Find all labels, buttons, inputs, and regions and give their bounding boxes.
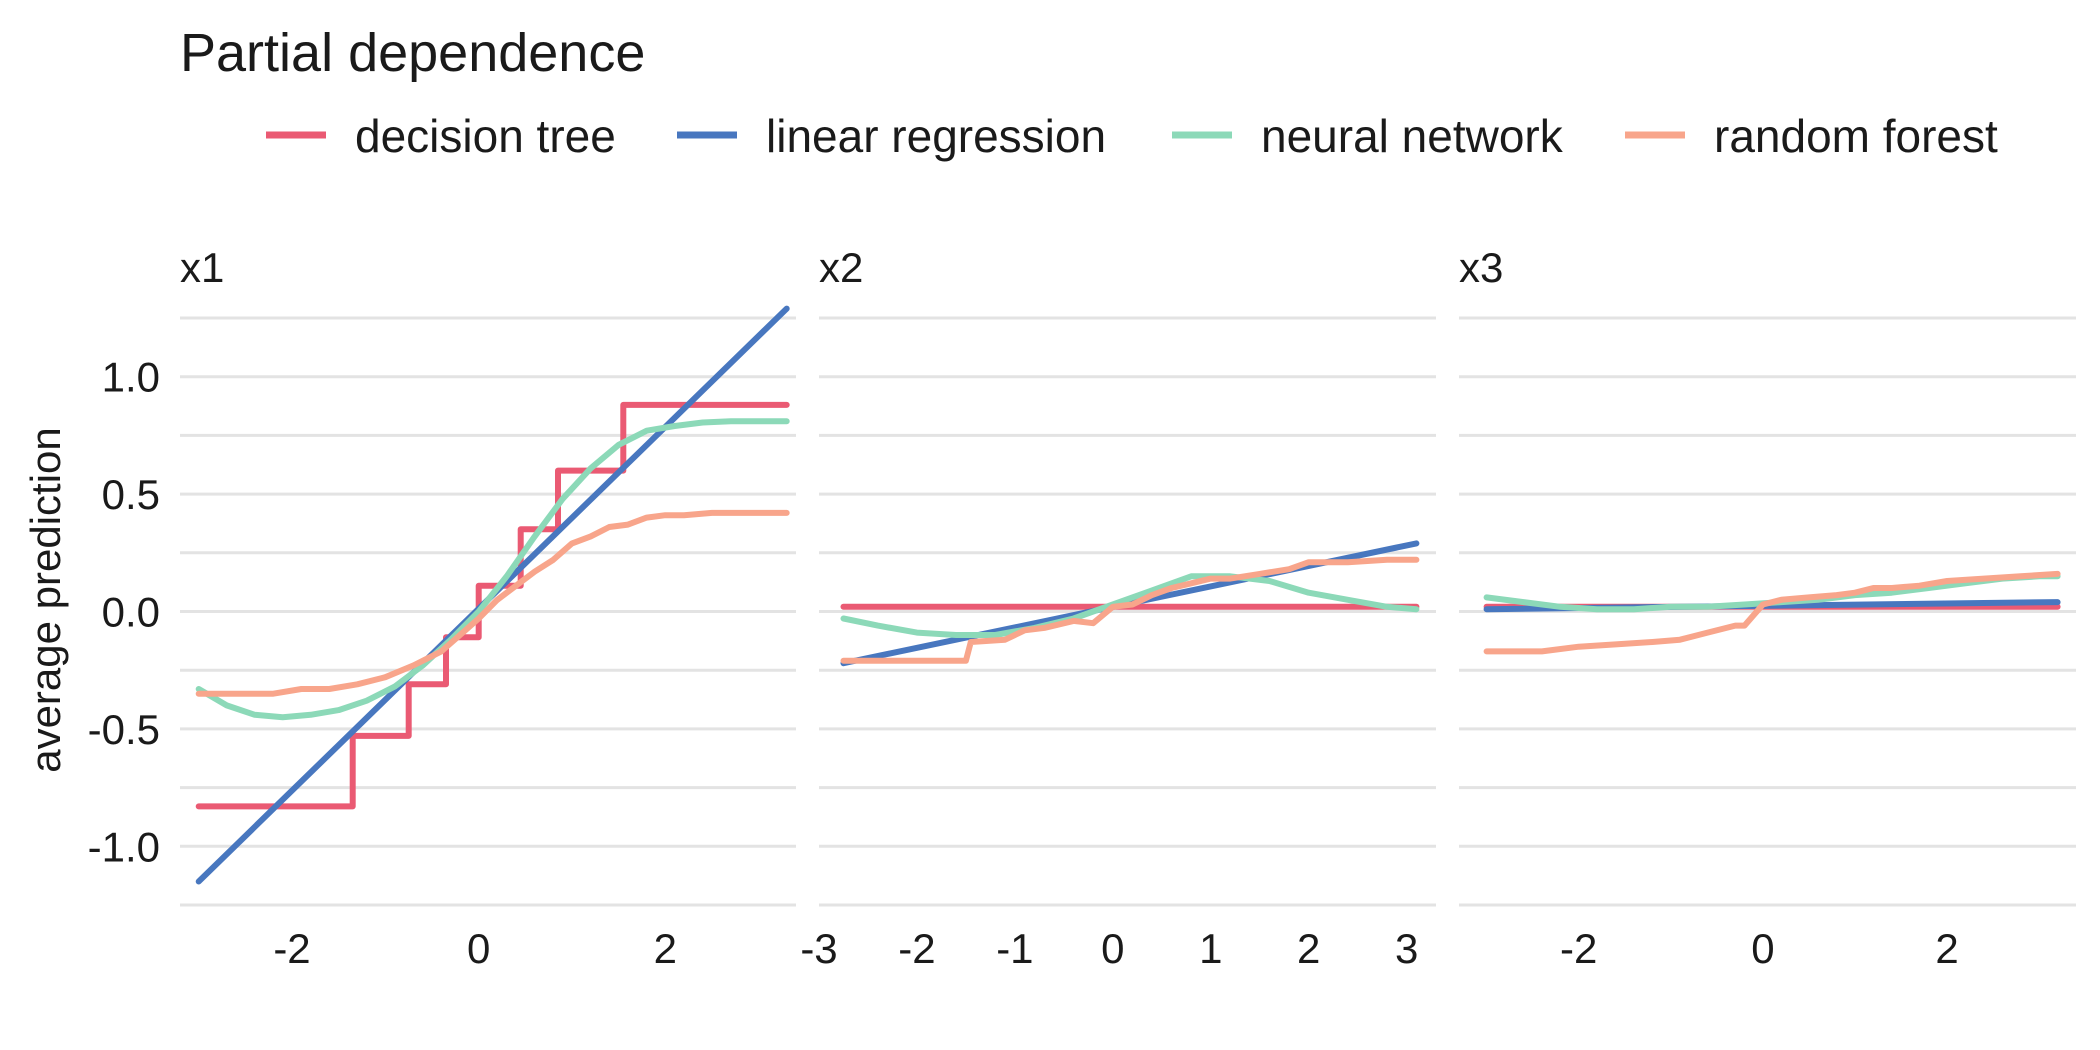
- x-tick-label: -2: [898, 925, 935, 972]
- x-tick-label: 2: [1935, 925, 1958, 972]
- y-tick-label: -1.0: [88, 823, 160, 870]
- panel-x1: x1 -2 0 2: [180, 244, 796, 972]
- x-tick-label: -1: [996, 925, 1033, 972]
- panel-x3: x3 -2 0 2: [1459, 244, 2076, 972]
- y-axis-label: average prediction: [22, 427, 69, 773]
- series-line-random-forest: [840, 556, 1420, 664]
- series-line-random-forest: [1483, 570, 2061, 655]
- legend-item-neural-network: neural network: [1172, 110, 1564, 162]
- series-line-neural-network: [840, 573, 1420, 638]
- facet-label-x1: x1: [180, 244, 224, 291]
- panel-x2: x2 -3 -2 -1 0 1 2 3: [800, 244, 1436, 972]
- x-tick-label: 2: [654, 925, 677, 972]
- y-tick-label: 1.0: [102, 354, 160, 401]
- y-tick-label: -0.5: [88, 706, 160, 753]
- y-tick-label: 0.0: [102, 589, 160, 636]
- legend-label: neural network: [1261, 110, 1564, 162]
- legend-label: random forest: [1714, 110, 1998, 162]
- legend-label: decision tree: [355, 110, 616, 162]
- legend-label: linear regression: [766, 110, 1106, 162]
- facet-panels: x1 -2 0 2 x2 -3 -2 -1 0 1 2 3 x3 -2 0 2 -1.0 -0.5 0.0 0.5 1.…: [88, 244, 2076, 972]
- series-line-random-forest: [195, 509, 790, 697]
- x-tick-label: -2: [273, 925, 310, 972]
- facet-label-x3: x3: [1459, 244, 1503, 291]
- legend-item-decision-tree: decision tree: [266, 110, 616, 162]
- facet-label-x2: x2: [819, 244, 863, 291]
- legend-item-linear-regression: linear regression: [677, 110, 1106, 162]
- legend: decision tree linear regression neural net…: [266, 110, 1998, 162]
- y-axis-ticks: -1.0 -0.5 0.0 0.5 1.0: [88, 354, 160, 871]
- x-tick-label: 0: [1101, 925, 1124, 972]
- x-tick-label: 0: [1751, 925, 1774, 972]
- x-tick-label: -2: [1560, 925, 1597, 972]
- x-tick-label: 2: [1297, 925, 1320, 972]
- chart-title: Partial dependence: [180, 23, 645, 83]
- y-tick-label: 0.5: [102, 471, 160, 518]
- x-tick-label: 0: [467, 925, 490, 972]
- legend-item-random-forest: random forest: [1625, 110, 1998, 162]
- series-line-neural-network: [195, 418, 790, 721]
- x-tick-label: 3: [1395, 925, 1418, 972]
- x-tick-label: -3: [800, 925, 837, 972]
- x-tick-label: 1: [1199, 925, 1222, 972]
